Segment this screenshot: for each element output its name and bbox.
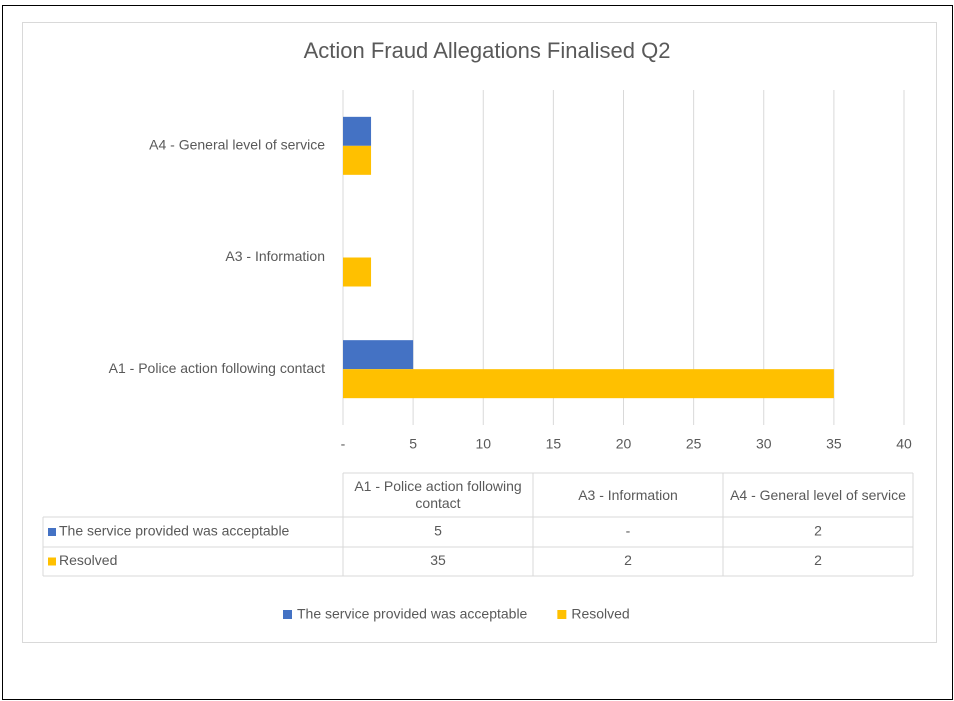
- legend-label: Resolved: [571, 606, 629, 622]
- table-legend-key: [48, 528, 56, 536]
- x-tick-label: 35: [826, 436, 842, 452]
- x-tick-label: 30: [756, 436, 772, 452]
- legend-key: [557, 610, 567, 619]
- x-tick-label: 5: [409, 436, 417, 452]
- y-tick-label: A3 - Information: [225, 248, 325, 264]
- x-tick-label: 25: [686, 436, 702, 452]
- table-header: A4 - General level of service: [730, 486, 906, 503]
- chart-title: Action Fraud Allegations Finalised Q2: [304, 38, 671, 63]
- bar: [343, 257, 372, 287]
- table-cell: 2: [624, 552, 632, 568]
- legend-label: The service provided was acceptable: [297, 606, 528, 622]
- table-header-text: A4 - General level of service: [730, 486, 906, 503]
- x-tick-label: 20: [616, 436, 632, 452]
- legend-key: [283, 610, 292, 619]
- table-cell: 35: [430, 552, 446, 568]
- table-header-text: A3 - Information: [578, 486, 678, 503]
- table-header-text: A1 - Police action following contact: [354, 478, 522, 511]
- y-tick-label: A4 - General level of service: [149, 137, 325, 153]
- x-tick-label: 15: [546, 436, 562, 452]
- table-cell: 5: [434, 523, 442, 539]
- x-tick-label: -: [341, 436, 346, 452]
- y-tick-label: A1 - Police action following contact: [109, 360, 325, 376]
- table-cell: 2: [814, 552, 822, 568]
- x-tick-label: 10: [475, 436, 491, 452]
- table-row-label: Resolved: [59, 552, 117, 568]
- bar: [343, 369, 834, 399]
- table-cell: -: [626, 523, 631, 539]
- bar: [343, 340, 414, 370]
- bar: [343, 116, 372, 146]
- bar: [343, 145, 372, 175]
- frame: [2, 5, 953, 700]
- x-tick-label: 40: [896, 436, 912, 452]
- table-header: A1 - Police action following contact: [354, 478, 522, 511]
- table-legend-key: [48, 557, 56, 566]
- table-cell: 2: [814, 523, 822, 539]
- chart-area: [22, 22, 937, 643]
- table-row-label: The service provided was acceptable: [59, 523, 290, 539]
- table-header: A3 - Information: [578, 486, 678, 503]
